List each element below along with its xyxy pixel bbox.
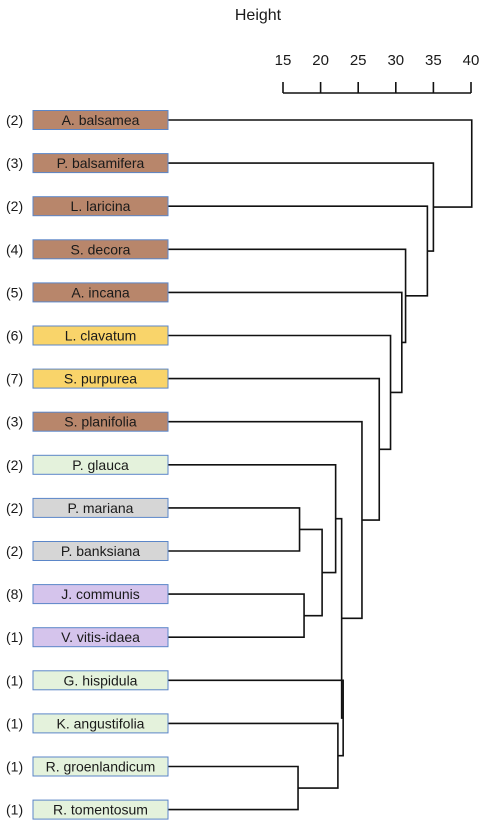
leaf-box [32, 239, 169, 260]
leaf-count: (2) [6, 543, 23, 559]
leaf-box [32, 454, 169, 475]
tree-merge [168, 679, 344, 757]
leaf-count: (3) [6, 155, 23, 171]
axis-tick-label: 20 [312, 52, 329, 69]
leaf-count: (6) [6, 328, 23, 344]
tree-merge [168, 377, 381, 521]
leaf-label: L. clavatum [65, 328, 137, 344]
axis-tick-label: 35 [425, 52, 442, 69]
leaf-item: (2) P. mariana [6, 497, 169, 518]
leaf-label: S. planifolia [64, 414, 137, 430]
leaf-item: (5) A. incana [6, 282, 169, 303]
leaf-box [32, 196, 169, 217]
leaf-label: J. communis [61, 586, 140, 602]
tree-branches [168, 119, 473, 811]
leaf-label: P. banksiana [61, 543, 140, 559]
leaf-labels: (2) A. balsamea (3) P. balsamifera (2) L. lar… [6, 110, 169, 820]
leaf-item: (2) A. balsamea [6, 110, 169, 130]
leaf-item: (1) R. tomentosum [6, 799, 169, 820]
axis-tick-label: 30 [387, 52, 404, 69]
leaf-count: (1) [6, 629, 23, 645]
leaf-count: (2) [6, 112, 23, 128]
leaf-item: (8) J. communis [6, 584, 169, 605]
leaf-box [32, 541, 169, 561]
leaf-label: R. groenlandicum [46, 759, 156, 775]
leaf-box [32, 756, 169, 777]
axis-tick-label: 25 [350, 52, 367, 69]
leaf-item: (1) R. groenlandicum [6, 756, 169, 777]
leaf-box [32, 110, 169, 130]
tree-merge [168, 291, 403, 394]
leaf-box [32, 584, 169, 605]
tree-merge [168, 162, 435, 252]
leaf-label: R. tomentosum [53, 802, 148, 818]
tree-merge [168, 334, 392, 451]
axis-title: Height [235, 7, 282, 24]
leaf-box [32, 282, 169, 303]
tree-merge [168, 593, 305, 638]
leaf-label: A. balsamea [62, 112, 140, 128]
leaf-box [32, 713, 169, 734]
leaf-label: L. laricina [71, 198, 131, 214]
tree-merge [168, 205, 429, 297]
leaf-count: (7) [6, 371, 23, 387]
leaf-item: (1) V. vitis-idaea [6, 627, 169, 648]
tree-merge [168, 119, 473, 208]
leaf-box [32, 325, 169, 346]
leaf-box [32, 368, 169, 389]
height-axis: 15 20 25 30 35 40 [275, 52, 480, 94]
tree-merge [299, 528, 323, 617]
leaf-count: (2) [6, 500, 23, 516]
tree-merge [168, 420, 363, 620]
leaf-label: S. purpurea [64, 371, 137, 387]
leaf-count: (5) [6, 284, 23, 300]
leaf-label: P. mariana [68, 500, 134, 516]
leaf-box [32, 670, 169, 691]
leaf-item: (2) L. laricina [6, 196, 169, 217]
leaf-count: (3) [6, 414, 23, 430]
tree-merge [168, 765, 299, 811]
leaf-item: (4) S. decora [6, 239, 169, 260]
tree-merge [168, 507, 301, 552]
leaf-count: (1) [6, 759, 23, 775]
leaf-label: S. decora [71, 241, 131, 257]
leaf-item: (2) P. banksiana [6, 541, 169, 561]
axis-tick-label: 15 [275, 52, 292, 69]
leaf-label: V. vitis-idaea [61, 629, 140, 645]
leaf-item: (1) K. angustifolia [6, 713, 169, 734]
leaf-box [32, 153, 169, 174]
leaf-box [32, 627, 169, 648]
leaf-count: (1) [6, 802, 23, 818]
tree-merge [168, 722, 339, 789]
leaf-count: (1) [6, 715, 23, 731]
leaf-label: A. incana [71, 284, 130, 300]
leaf-item: (3) P. balsamifera [6, 153, 169, 174]
leaf-item: (3) S. planifolia [6, 411, 169, 432]
leaf-item: (2) P. glauca [6, 454, 169, 475]
leaf-count: (2) [6, 457, 23, 473]
leaf-count: (1) [6, 672, 23, 688]
leaf-box [32, 411, 169, 432]
leaf-item: (7) S. purpurea [6, 368, 169, 389]
leaf-box [32, 497, 169, 518]
leaf-count: (4) [6, 241, 23, 257]
leaf-count: (8) [6, 586, 23, 602]
leaf-count: (2) [6, 198, 23, 214]
tree-merge [168, 464, 337, 574]
axis-tick-label: 40 [463, 52, 480, 69]
leaf-label: G. hispidula [64, 672, 138, 688]
leaf-box [32, 799, 169, 820]
leaf-label: P. balsamifera [57, 155, 145, 171]
leaf-item: (1) G. hispidula [6, 670, 169, 691]
leaf-label: P. glauca [72, 457, 129, 473]
leaf-item: (6) L. clavatum [6, 325, 169, 346]
leaf-label: K. angustifolia [57, 715, 145, 731]
tree-merge [168, 248, 407, 344]
